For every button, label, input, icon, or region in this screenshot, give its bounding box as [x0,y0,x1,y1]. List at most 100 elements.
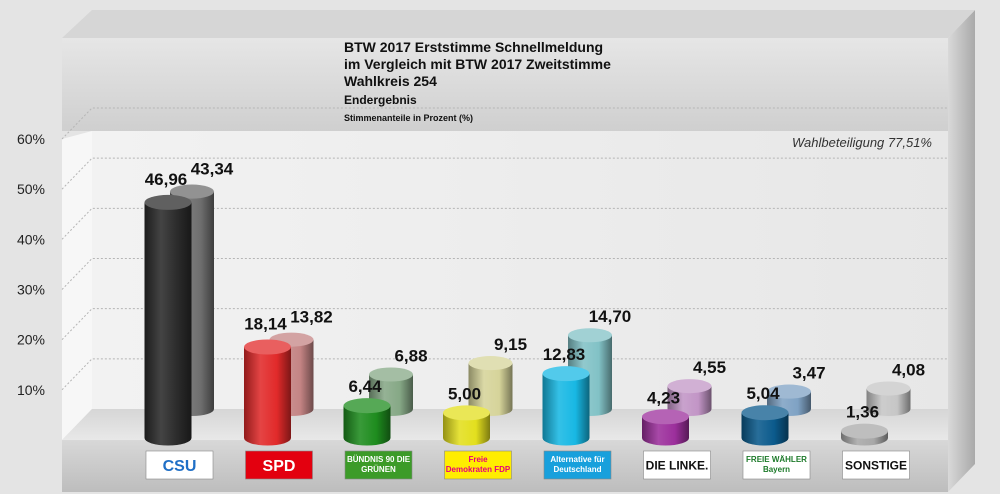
bar-zweitstimme-5-top [568,328,612,343]
gridline [61,258,948,290]
bar-erststimme-3 [343,398,391,446]
title-line-1: BTW 2017 Erststimme Schnellmeldung [344,39,603,55]
party-logo-text: SONSTIGE [845,458,907,472]
bar-erststimme-8-top [841,423,888,439]
data-label-zweitstimme: 3,47 [792,364,825,383]
y-tick-label: 40% [17,231,45,247]
gridline [61,157,948,190]
bar-zweitstimme-4 [468,356,513,417]
data-label-erststimme: 46,96 [145,170,188,189]
bar-zweitstimme-8 [866,381,911,417]
frame-right-side [948,10,975,492]
gridline [61,107,948,140]
data-label-zweitstimme: 4,08 [892,360,925,379]
bar-erststimme-1-top [144,194,192,210]
bar-zweitstimme-3-top [369,367,413,382]
party-logo-text: SPD [263,458,296,475]
data-label-zweitstimme: 4,55 [693,358,726,377]
party-logo-1: CSU [145,450,214,480]
party-logo-bg [344,450,413,480]
bar-erststimme-5-body [542,373,590,446]
gridline [61,207,948,240]
bar-erststimme-4-body [443,412,490,446]
chart-title: BTW 2017 Erststimme Schnellmeldung im Ve… [344,39,611,123]
bar-zweitstimme-8-body [866,388,911,417]
bar-zweitstimme-4-body [468,363,513,417]
bar-erststimme-4 [443,405,490,446]
data-label-zweitstimme: 43,34 [191,160,234,179]
party-logo-text: DIE LINKE. [646,458,709,472]
party-logo-text: Deutschland [553,465,601,474]
bar-zweitstimme-1-top [170,184,214,199]
bar-erststimme-3-body [343,405,391,446]
y-tick-label: 60% [17,131,45,147]
party-logo-text: BÜNDNIS 90 DIE [347,455,411,464]
party-logo-bg [245,450,313,480]
party-logo-text: Freie [468,455,488,464]
title-line-3: Wahlkreis 254 [344,73,437,89]
bar-zweitstimme-6-top [667,379,712,394]
bar-erststimme-2-top [244,339,291,355]
gridline [61,308,948,341]
data-label-zweitstimme: 14,70 [589,307,632,326]
y-tick-label: 30% [17,282,45,298]
bar-erststimme-4-top [443,405,490,421]
party-logo-6: DIE LINKE. [643,450,711,480]
party-logo-bg [145,450,214,480]
party-logo-bg [643,450,711,480]
bar-zweitstimme-8-top [866,381,911,396]
bar-erststimme-1 [144,194,192,446]
bar-erststimme-1-body [144,202,192,446]
party-logo-bg [742,450,811,480]
data-label-erststimme: 18,14 [244,314,287,333]
bar-erststimme-7-top [741,405,789,421]
title-line-4: Endergebnis [344,93,417,107]
bar-erststimme-6-top [642,409,689,425]
turnout-label: Wahlbeteiligung 77,51% [792,135,932,150]
bar-zweitstimme-6 [667,379,712,417]
data-label-erststimme: 12,83 [543,345,586,364]
plot-left-wall [62,131,92,440]
frame-top-side [62,10,975,38]
bar-erststimme-2-body [244,346,291,446]
data-label-zweitstimme: 13,82 [290,308,333,327]
y-tick-label: 10% [17,382,45,398]
bar-zweitstimme-6-body [667,386,712,417]
party-logo-bg [444,450,512,480]
bar-erststimme-5 [542,366,590,446]
data-label-erststimme: 4,23 [647,388,680,407]
party-logo-text: GRÜNEN [361,465,396,474]
party-logo-bg [543,450,612,480]
bar-zweitstimme-4-top [468,356,513,371]
party-logo-text: CSU [163,458,197,475]
bar-erststimme-6 [642,409,689,446]
data-label-erststimme: 1,36 [846,403,879,422]
data-label-zweitstimme: 9,15 [494,335,527,354]
party-logo-text: Demokraten FDP [446,465,511,474]
party-logo-8: SONSTIGE [842,450,910,480]
data-label-erststimme: 5,00 [448,384,481,403]
data-label-erststimme: 5,04 [746,384,780,403]
bar-zweitstimme-7-top [767,384,811,399]
party-logo-text: FREIE WÄHLER [746,455,807,464]
bar-erststimme-3-top [343,398,391,414]
bar-erststimme-6-body [642,416,689,446]
y-tick-label: 50% [17,181,45,197]
bar-erststimme-2 [244,339,291,446]
bar-erststimme-7 [741,405,789,446]
party-logo-2: SPD [245,450,313,480]
title-line-5: Stimmenanteile in Prozent (%) [344,113,473,123]
data-label-zweitstimme: 6,88 [394,346,427,365]
party-logo-text: Alternative für [550,455,604,464]
bar-erststimme-5-top [542,366,590,382]
plot-back-wall [92,131,948,409]
bar-erststimme-8 [841,423,888,446]
y-axis-tick-labels: 10% 20% 30% 40% 50% 60% [17,131,45,398]
